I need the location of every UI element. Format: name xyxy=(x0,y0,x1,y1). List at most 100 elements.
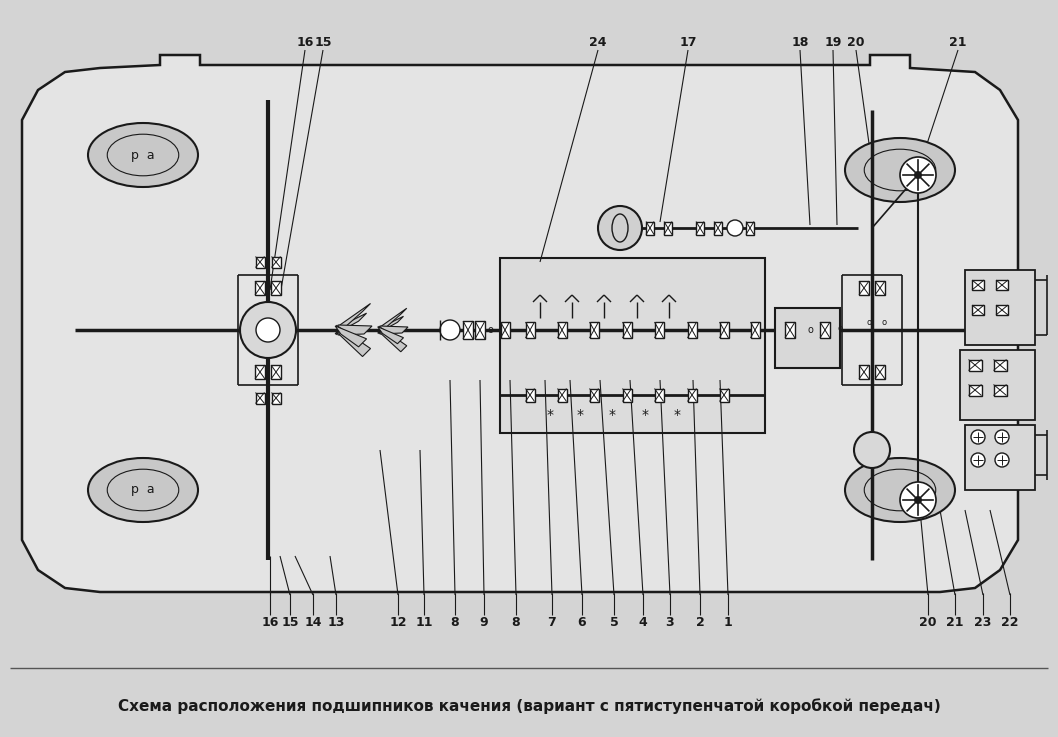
Text: *: * xyxy=(641,408,649,422)
Circle shape xyxy=(727,220,743,236)
Bar xyxy=(859,281,869,295)
Circle shape xyxy=(914,172,922,178)
Bar xyxy=(993,360,1006,371)
Text: 17: 17 xyxy=(679,35,697,49)
Bar xyxy=(688,322,696,338)
Text: 4: 4 xyxy=(639,616,647,629)
Text: 11: 11 xyxy=(415,616,433,629)
Bar xyxy=(750,322,760,338)
Text: 3: 3 xyxy=(665,616,674,629)
Bar xyxy=(500,258,765,433)
Circle shape xyxy=(854,432,890,468)
Text: *: * xyxy=(674,408,680,422)
Bar xyxy=(558,388,566,402)
Bar xyxy=(696,222,704,234)
Bar xyxy=(500,322,510,338)
Bar xyxy=(272,393,280,403)
Bar xyxy=(972,305,984,315)
Bar xyxy=(859,365,869,379)
Polygon shape xyxy=(379,326,406,352)
Text: 18: 18 xyxy=(791,35,808,49)
Bar xyxy=(664,222,672,234)
Text: 14: 14 xyxy=(305,616,322,629)
Circle shape xyxy=(971,430,985,444)
Text: 8: 8 xyxy=(512,616,521,629)
Bar xyxy=(719,388,729,402)
Text: 7: 7 xyxy=(548,616,557,629)
Text: o: o xyxy=(487,325,493,335)
Bar xyxy=(714,222,722,234)
Polygon shape xyxy=(380,326,408,334)
Text: 1: 1 xyxy=(724,616,732,629)
Text: *: * xyxy=(547,408,553,422)
Polygon shape xyxy=(335,326,366,347)
Text: р  а: р а xyxy=(131,148,154,161)
Bar xyxy=(255,365,264,379)
Bar xyxy=(526,388,534,402)
Text: 12: 12 xyxy=(389,616,406,629)
Text: 6: 6 xyxy=(578,616,586,629)
Bar xyxy=(965,270,1035,345)
Bar xyxy=(820,322,829,338)
Bar xyxy=(655,322,663,338)
Text: 23: 23 xyxy=(974,616,991,629)
Text: o: o xyxy=(881,318,887,326)
Text: 21: 21 xyxy=(946,616,964,629)
Bar xyxy=(622,388,632,402)
Bar xyxy=(968,385,982,396)
Polygon shape xyxy=(338,325,372,335)
Bar xyxy=(475,321,485,339)
Text: 13: 13 xyxy=(327,616,345,629)
Text: Схема расположения подшипников качения (вариант с пятиступенчатой коробкой перед: Схема расположения подшипников качения (… xyxy=(117,698,941,714)
Text: 15: 15 xyxy=(281,616,298,629)
Ellipse shape xyxy=(845,458,955,522)
Circle shape xyxy=(995,430,1009,444)
Text: 5: 5 xyxy=(609,616,618,629)
Bar xyxy=(255,281,264,295)
Bar xyxy=(271,365,281,379)
Text: o: o xyxy=(807,325,813,335)
Bar xyxy=(272,256,280,268)
Bar xyxy=(972,280,984,290)
Text: *: * xyxy=(577,408,584,422)
Circle shape xyxy=(914,497,922,503)
Bar xyxy=(558,322,566,338)
Text: 2: 2 xyxy=(695,616,705,629)
Circle shape xyxy=(900,482,936,518)
Ellipse shape xyxy=(845,138,955,202)
Text: 21: 21 xyxy=(949,35,967,49)
Text: 16: 16 xyxy=(261,616,278,629)
Bar xyxy=(746,222,754,234)
Bar xyxy=(776,308,840,368)
Circle shape xyxy=(598,206,642,250)
Polygon shape xyxy=(378,326,403,343)
Text: 16: 16 xyxy=(296,35,313,49)
Bar xyxy=(996,305,1008,315)
Text: 8: 8 xyxy=(451,616,459,629)
Bar xyxy=(968,360,982,371)
Bar xyxy=(719,322,729,338)
Bar xyxy=(785,322,795,338)
Circle shape xyxy=(995,453,1009,467)
Bar xyxy=(875,281,884,295)
Circle shape xyxy=(256,318,280,342)
Circle shape xyxy=(900,157,936,193)
Polygon shape xyxy=(336,325,370,357)
Text: 20: 20 xyxy=(919,616,936,629)
Bar xyxy=(589,322,599,338)
Bar xyxy=(875,365,884,379)
Bar xyxy=(960,350,1035,420)
Bar xyxy=(589,388,599,402)
Text: 9: 9 xyxy=(479,616,489,629)
Text: 22: 22 xyxy=(1001,616,1019,629)
Bar xyxy=(996,280,1008,290)
Ellipse shape xyxy=(88,458,198,522)
Bar xyxy=(688,388,696,402)
Bar xyxy=(965,425,1035,490)
Circle shape xyxy=(971,453,985,467)
Ellipse shape xyxy=(88,123,198,187)
Polygon shape xyxy=(379,308,406,334)
Text: o: o xyxy=(838,324,842,332)
Text: 24: 24 xyxy=(589,35,606,49)
Bar xyxy=(255,393,264,403)
